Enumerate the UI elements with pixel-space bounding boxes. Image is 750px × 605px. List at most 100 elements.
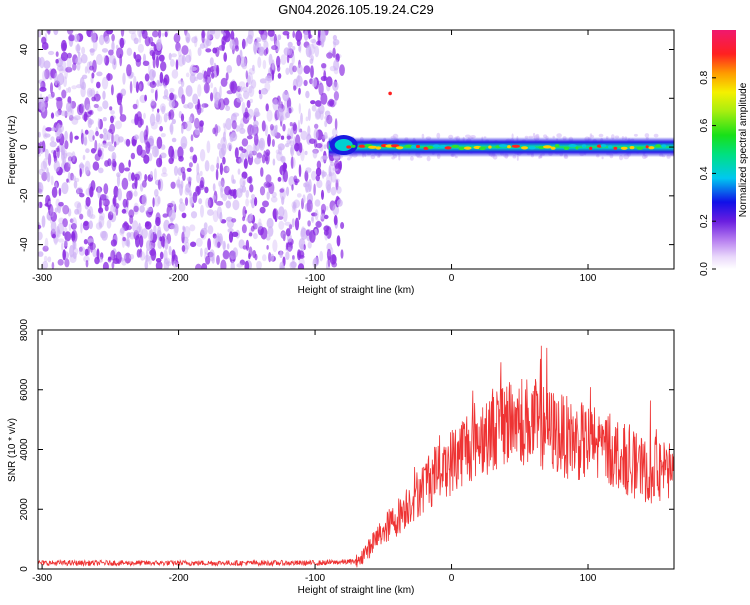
noise-blob	[235, 156, 242, 164]
noise-blob	[61, 89, 67, 99]
noise-blob	[282, 169, 288, 183]
noise-blob	[40, 145, 44, 155]
noise-blob	[235, 188, 243, 198]
noise-blob	[115, 206, 119, 216]
noise-blob	[73, 115, 81, 121]
noise-blob	[317, 31, 321, 45]
noise-blob	[259, 78, 267, 84]
noise-blob	[61, 182, 69, 195]
noise-blob	[259, 46, 265, 52]
noise-blob	[107, 72, 111, 82]
noise-blob	[303, 30, 309, 41]
noise-blob	[329, 171, 332, 177]
noise-blob	[155, 111, 161, 123]
noise-blob	[258, 137, 266, 151]
noise-blob	[323, 131, 328, 139]
noise-blob	[159, 71, 164, 84]
noise-blob	[62, 218, 68, 228]
noise-blob	[145, 240, 152, 252]
noise-blob	[97, 118, 101, 129]
noise-blob	[174, 149, 178, 160]
noise-blob	[192, 154, 198, 164]
signal-core-mark	[550, 146, 556, 150]
noise-blob	[93, 93, 101, 102]
signal-halo-dot	[644, 133, 650, 138]
noise-blob	[321, 169, 325, 179]
noise-blob	[329, 65, 337, 72]
noise-blob	[78, 246, 86, 256]
noise-blob	[245, 198, 250, 207]
noise-blob	[249, 184, 254, 193]
noise-blob	[216, 162, 220, 170]
noise-blob	[38, 56, 42, 67]
noise-blob	[83, 221, 89, 227]
noise-blob	[52, 233, 56, 239]
noise-blob	[298, 164, 302, 178]
noise-blob	[110, 110, 115, 115]
noise-blob	[160, 172, 168, 178]
noise-blob	[263, 150, 266, 157]
noise-blob	[326, 114, 333, 125]
noise-blob	[279, 261, 285, 269]
noise-blob	[303, 65, 311, 74]
noise-blob	[258, 30, 265, 35]
noise-blob	[116, 47, 124, 59]
noise-blob	[304, 170, 309, 182]
noise-blob	[54, 72, 58, 86]
noise-blob	[297, 250, 305, 258]
noise-blob	[116, 174, 121, 187]
noise-blob	[99, 211, 105, 221]
noise-blob	[71, 223, 77, 230]
noise-blob	[96, 248, 100, 260]
signal-core-mark	[528, 146, 536, 150]
snr-x-tick-label: -300	[32, 573, 52, 584]
noise-blob	[162, 166, 167, 175]
noise-blob	[314, 110, 321, 120]
noise-blob	[216, 64, 220, 77]
noise-blob	[50, 175, 54, 186]
noise-blob	[276, 64, 281, 72]
noise-blob	[72, 247, 79, 256]
noise-blob	[99, 194, 107, 201]
noise-blob	[280, 155, 286, 164]
noise-blob	[169, 92, 175, 101]
noise-blob	[239, 259, 246, 266]
noise-blob	[72, 175, 76, 181]
noise-blob	[315, 221, 322, 228]
noise-blob	[265, 103, 269, 112]
noise-blob	[304, 150, 308, 156]
colorbar: 0.0 0.2 0.4 0.6 0.8 Normalized spectral ampl…	[699, 30, 749, 276]
noise-blob	[83, 255, 90, 263]
noise-blob	[212, 183, 216, 192]
noise-blob	[66, 152, 73, 157]
noise-blob	[258, 218, 262, 227]
noise-blob	[139, 118, 144, 126]
noise-blob	[315, 143, 323, 149]
noise-blob	[244, 260, 250, 269]
noise-blob	[219, 180, 225, 193]
noise-blob	[229, 189, 237, 197]
noise-blob	[139, 83, 142, 91]
noise-blob	[263, 181, 271, 189]
signal-onset-core	[334, 139, 353, 152]
noise-blob	[298, 103, 301, 114]
noise-blob	[227, 228, 234, 233]
noise-blob	[231, 120, 237, 130]
noise-blob	[124, 167, 130, 172]
noise-blob	[238, 157, 244, 164]
noise-blob	[86, 87, 93, 98]
noise-blob	[47, 30, 51, 35]
noise-blob	[157, 179, 161, 190]
signal-core-mark	[458, 146, 466, 151]
noise-blob	[56, 229, 61, 238]
noise-blob	[121, 177, 129, 190]
noise-blob	[266, 235, 271, 241]
colorbar-tick-label: 0.8	[699, 70, 710, 84]
noise-blob	[107, 211, 114, 221]
noise-blob	[300, 130, 308, 141]
noise-blob	[175, 179, 181, 188]
noise-blob	[266, 217, 274, 229]
noise-blob	[331, 261, 338, 268]
noise-blob	[90, 48, 95, 56]
